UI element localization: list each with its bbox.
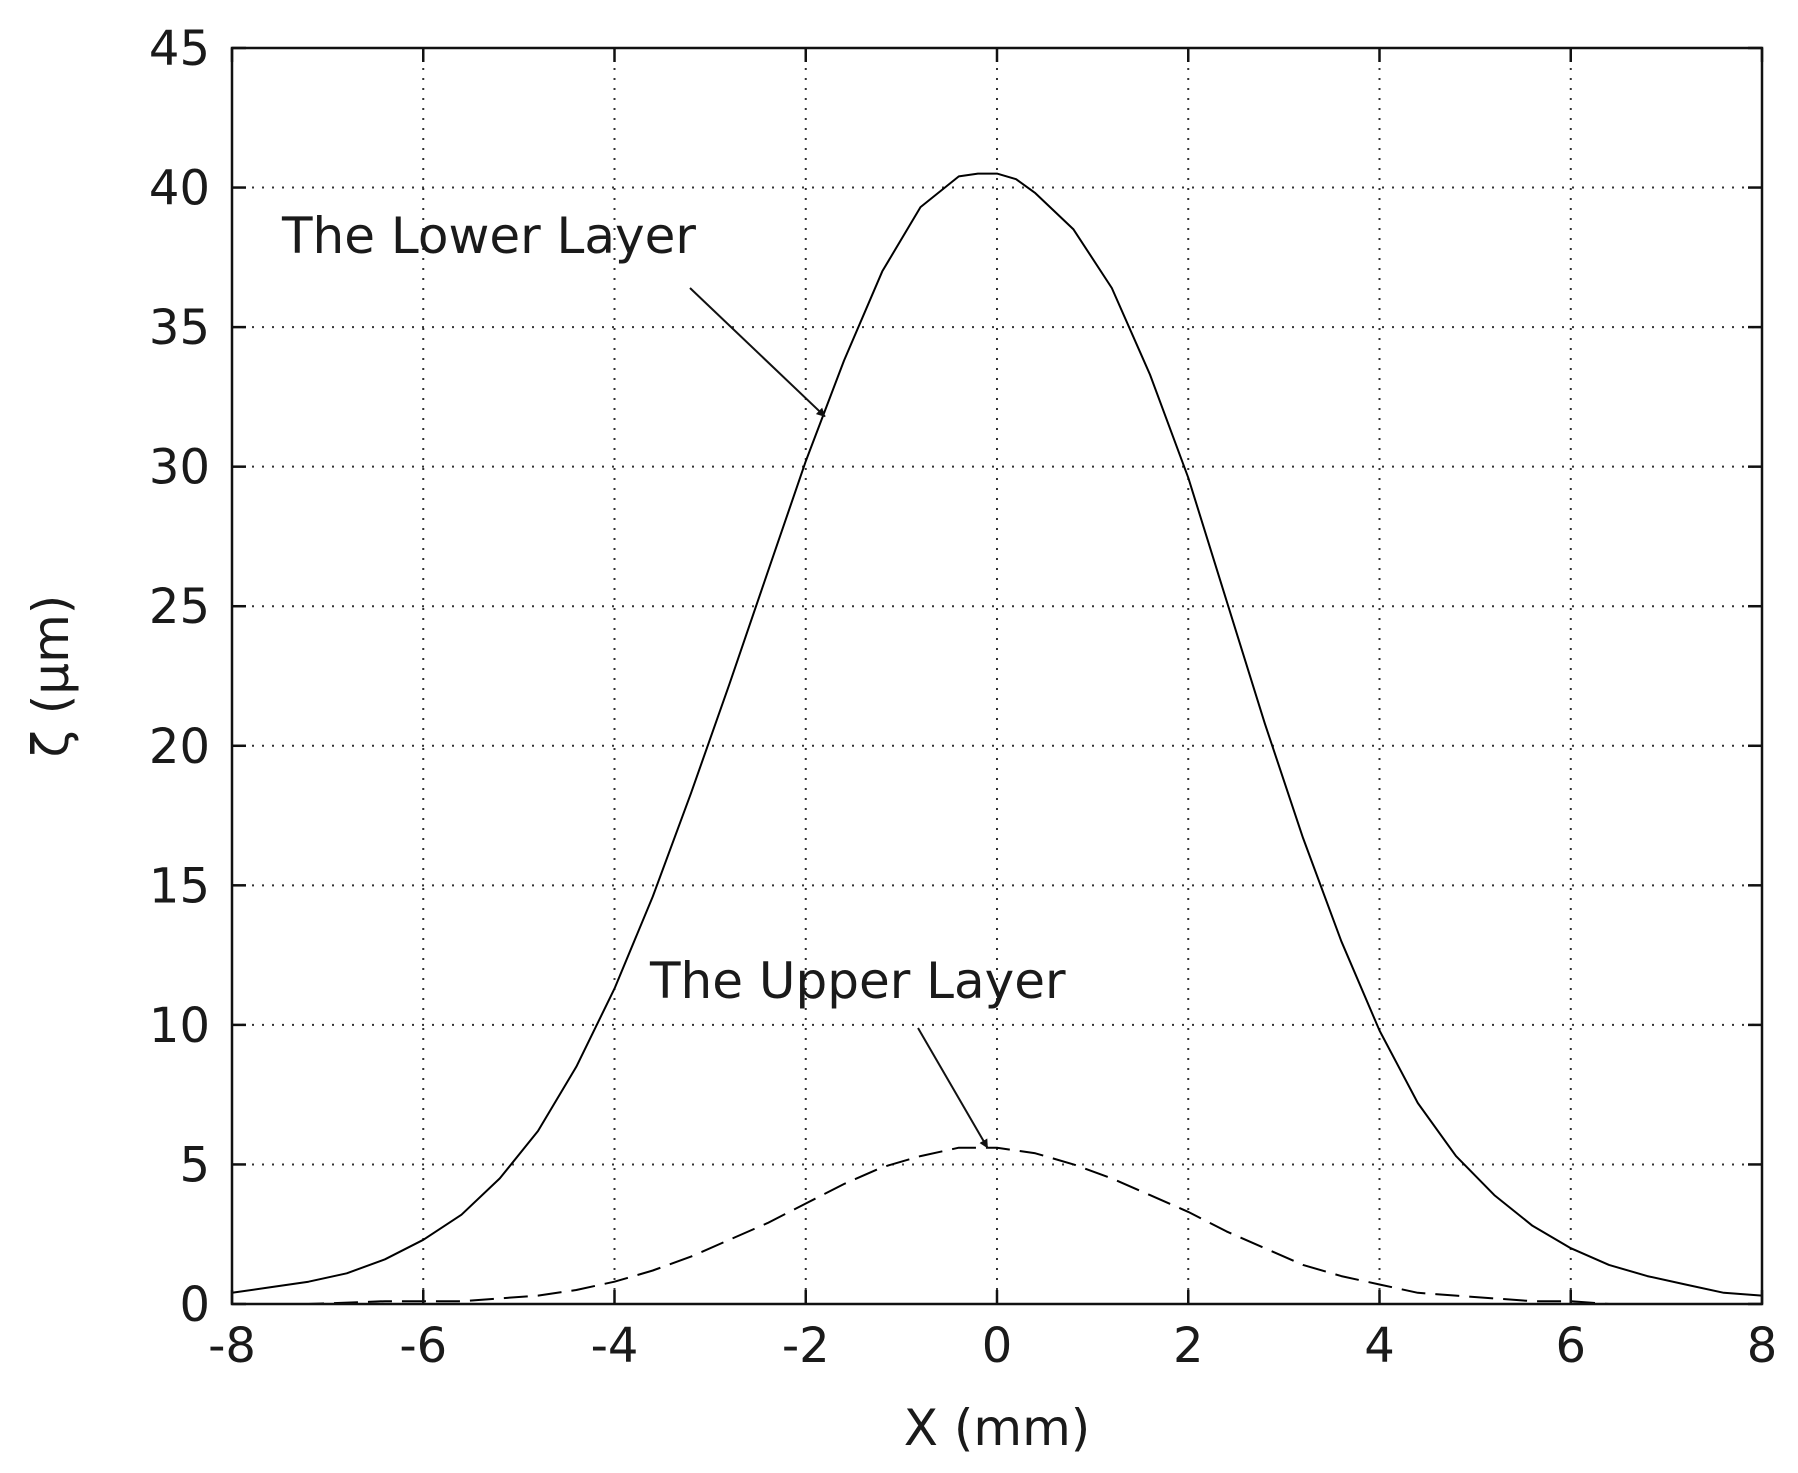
x-tick-label: 8: [1747, 1318, 1778, 1374]
x-tick-label: 2: [1173, 1318, 1204, 1374]
x-tick-label: 0: [982, 1318, 1013, 1374]
annotation-arrow: [917, 1027, 989, 1149]
annotation-arrow: [689, 287, 826, 418]
x-axis-label: X (mm): [904, 1399, 1091, 1457]
y-tick-label: 40: [149, 161, 210, 217]
annotation-label-lower-layer: The Lower Layer: [281, 207, 696, 265]
x-tick-label: -8: [208, 1318, 256, 1374]
y-tick-label: 35: [149, 300, 210, 356]
y-tick-label: 45: [149, 21, 210, 77]
y-tick-label: 15: [149, 858, 210, 914]
series-line-lower-layer: [231, 172, 1763, 1297]
y-tick-label: 20: [149, 719, 210, 775]
y-tick-label: 5: [179, 1137, 210, 1193]
x-tick-label: 4: [1364, 1318, 1395, 1374]
x-tick-label: -2: [782, 1318, 830, 1374]
y-tick-label: 30: [149, 440, 210, 496]
annotation-label-upper-layer: The Upper Layer: [649, 952, 1066, 1010]
y-axis-label: ζ (μm): [22, 595, 80, 758]
x-tick-label: -6: [399, 1318, 447, 1374]
x-tick-label: -4: [591, 1318, 639, 1374]
y-tick-label: 10: [149, 998, 210, 1054]
series-layer: [231, 172, 1763, 1305]
y-tick-label: 0: [179, 1277, 210, 1333]
y-tick-label: 25: [149, 579, 210, 635]
x-tick-label: 6: [1555, 1318, 1586, 1374]
annotation-layer: The Lower Layer The Upper Layer: [281, 207, 1066, 1149]
tick-layer: -8 -6 -4 -2 0 2 4 6 8 0 5 10 15 20 25 30 35 40 45: [149, 21, 1777, 1374]
